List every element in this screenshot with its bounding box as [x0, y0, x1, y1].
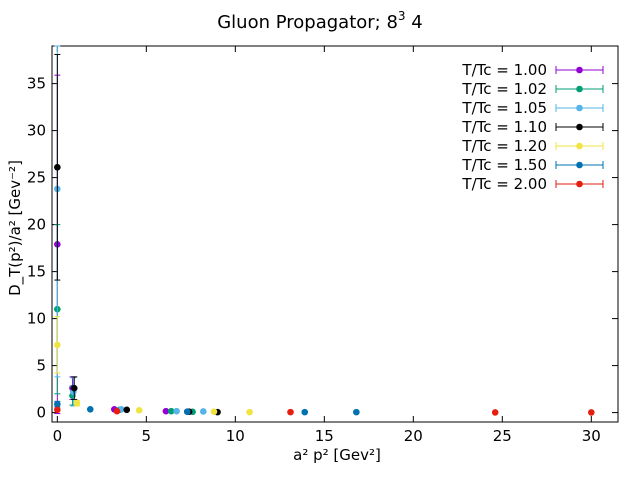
x-tick-label: 20	[404, 427, 423, 445]
series-7	[54, 406, 595, 416]
legend-marker	[576, 85, 583, 93]
chart-title-main: Gluon Propagator; 8	[217, 12, 398, 33]
y-tick-label: 10	[27, 310, 46, 328]
data-point	[54, 341, 61, 349]
data-point	[210, 408, 218, 415]
y-tick-label: 15	[27, 263, 46, 281]
series-6	[54, 400, 360, 416]
legend-label: T/Tc = 1.00	[461, 61, 547, 79]
legend-label: T/Tc = 1.02	[461, 80, 547, 98]
y-tick-label: 25	[27, 169, 46, 187]
chart-title: Gluon Propagator; 83 4	[217, 9, 423, 33]
x-tick-label: 5	[142, 427, 152, 445]
y-tick-label: 30	[27, 122, 46, 140]
data-point	[113, 407, 121, 415]
data-point	[199, 408, 207, 415]
data-point	[162, 407, 170, 415]
data-point	[167, 407, 175, 415]
y-tick-label: 5	[36, 357, 46, 375]
legend-marker	[576, 123, 583, 131]
data-point	[287, 408, 294, 416]
data-marks	[54, 45, 595, 416]
y-tick-label: 20	[27, 216, 46, 234]
data-point	[73, 399, 81, 407]
legend-label: T/Tc = 2.00	[461, 175, 547, 193]
x-axis-label: a² p² [Gev²]	[293, 446, 381, 464]
tick-labels: 0 5 10 15 20 25 30 0 5 10 15 20 25 30 35	[27, 75, 601, 445]
legend-marker	[576, 180, 583, 188]
chart-title-sup: 3	[398, 9, 406, 23]
data-point	[135, 406, 143, 414]
legend-marker	[576, 142, 583, 150]
legend-marker	[576, 104, 583, 112]
legend-marker	[576, 66, 583, 74]
data-point	[54, 163, 61, 171]
legend: T/Tc = 1.00T/Tc = 1.02T/Tc = 1.05T/Tc = …	[461, 61, 604, 193]
chart-title-tail: 4	[406, 12, 423, 33]
axes	[51, 45, 619, 423]
data-point	[70, 384, 78, 392]
data-point	[86, 406, 94, 413]
data-point	[173, 407, 180, 415]
series-1	[54, 74, 191, 415]
plot-frame	[51, 45, 619, 423]
x-tick-label: 10	[226, 427, 245, 445]
legend-label: T/Tc = 1.20	[461, 137, 547, 155]
x-tick-label: 25	[493, 427, 512, 445]
data-point	[301, 408, 309, 416]
data-point	[246, 408, 253, 416]
data-point	[54, 400, 61, 408]
data-point	[588, 409, 595, 416]
legend-label: T/Tc = 1.50	[461, 156, 547, 174]
x-tick-label: 30	[582, 427, 601, 445]
data-point	[123, 406, 131, 414]
legend-marker	[576, 161, 583, 169]
data-point	[491, 409, 499, 416]
series-4	[54, 53, 221, 416]
x-tick-label: 15	[315, 427, 334, 445]
data-point	[353, 408, 360, 416]
y-tick-label: 0	[36, 404, 46, 422]
legend-label: T/Tc = 1.10	[461, 118, 547, 136]
legend-label: T/Tc = 1.05	[461, 99, 547, 117]
data-point	[183, 408, 191, 415]
y-tick-label: 35	[27, 75, 46, 93]
y-axis-label: D_T(p²)/a² [Gev⁻²]	[6, 160, 25, 296]
series-5	[54, 316, 253, 416]
data-point	[54, 406, 61, 414]
series-3	[54, 45, 207, 415]
x-tick-label: 0	[53, 427, 63, 445]
